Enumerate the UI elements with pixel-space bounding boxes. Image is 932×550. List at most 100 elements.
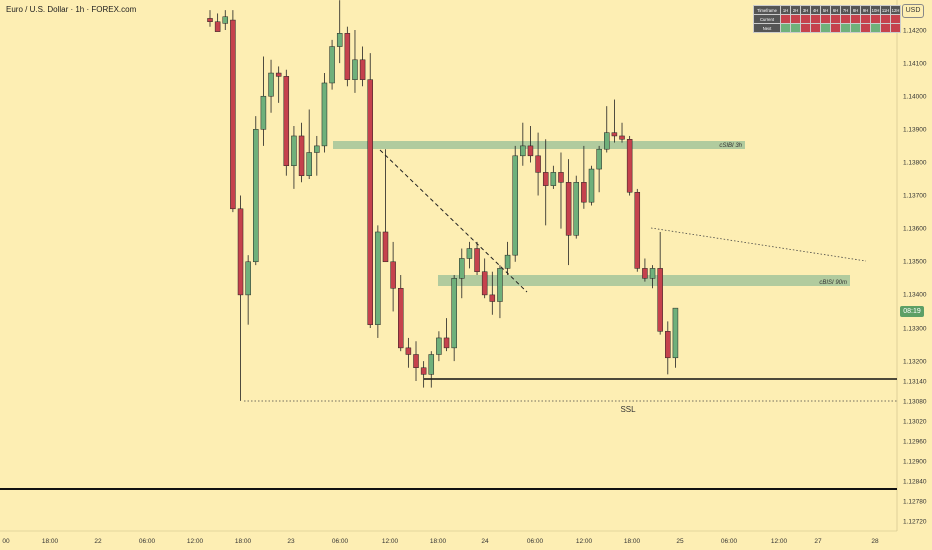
table-header-9: 9H (860, 5, 871, 15)
table-cell (820, 23, 831, 33)
y-tick-label: 1.12720 (903, 519, 927, 526)
x-tick-label: 12:00 (771, 538, 788, 545)
timeframe-table: Timeframe 1H 2H 3H 4H 5H 6H 7H 8H 9H 10H 11H 12H Curr… (753, 5, 901, 33)
x-tick-label: 18:00 (624, 538, 641, 545)
candle-body (466, 248, 473, 259)
candle-body (573, 182, 579, 236)
table-header-5: 5H (820, 5, 831, 15)
y-tick-label: 1.13300 (903, 326, 927, 333)
table-cell (870, 23, 881, 33)
trend-dashed-line (379, 149, 528, 293)
candle-body (382, 231, 389, 263)
candle-body (535, 155, 541, 173)
candle-body (436, 337, 442, 355)
table-header-3: 3H (800, 5, 811, 15)
candle-body (558, 172, 564, 183)
table-cell (830, 23, 841, 33)
candle-body (329, 46, 335, 84)
table-header-11: 11H (880, 5, 891, 15)
table-header-4: 4H (810, 5, 821, 15)
chart-title: Euro / U.S. Dollar · 1h · FOREX.com (6, 5, 137, 14)
x-tick-label: 18:00 (430, 538, 447, 545)
candle-body (420, 367, 427, 375)
candle-body (527, 145, 534, 157)
table-cell (820, 14, 831, 24)
candle-body (321, 82, 328, 147)
trend-dotted-line (650, 227, 867, 262)
x-tick-label: 22 (94, 538, 102, 545)
candle-body (504, 254, 511, 269)
candle-body (306, 152, 312, 176)
candle-body (626, 139, 633, 193)
candle-body (451, 278, 457, 349)
candle-body (214, 21, 221, 32)
zone-cbisi (438, 275, 850, 286)
x-tick-label: 27 (814, 538, 822, 545)
y-tick-label: 1.12900 (903, 459, 927, 466)
y-tick-label: 1.13080 (903, 399, 927, 406)
table-header-6: 6H (830, 5, 841, 15)
table-header-8: 8H (850, 5, 861, 15)
candle-body (283, 76, 290, 167)
table-cell (780, 14, 791, 24)
candle-body (275, 72, 282, 77)
candle-body (649, 268, 656, 279)
x-tick-label: 12:00 (382, 538, 399, 545)
table-header-1: 1H (780, 5, 791, 15)
y-tick-label: 1.13020 (903, 419, 927, 426)
x-tick-label: 23 (287, 538, 295, 545)
price-axis (897, 0, 932, 550)
table-cell (880, 14, 891, 24)
y-tick-label: 1.13400 (903, 292, 927, 299)
candle-body (672, 307, 679, 359)
candle-body (665, 331, 671, 359)
y-tick-label: 1.13700 (903, 193, 927, 200)
candle-body (581, 182, 587, 203)
x-tick-label: 25 (676, 538, 684, 545)
candle-body (481, 271, 488, 296)
candle-body (512, 155, 518, 256)
table-cell (880, 23, 891, 33)
y-tick-label: 1.13200 (903, 359, 927, 366)
candle-body (336, 33, 343, 47)
x-tick-label: 00 (2, 538, 10, 545)
x-tick-label: 18:00 (235, 538, 252, 545)
candle-body (489, 294, 496, 302)
x-tick-label: 06:00 (332, 538, 349, 545)
table-cell (850, 23, 861, 33)
y-tick-label: 1.13900 (903, 127, 927, 134)
currency-button[interactable]: USD (902, 4, 924, 18)
candle-body (207, 18, 213, 22)
table-header-0: Timeframe (753, 5, 781, 15)
candle-body (642, 268, 648, 279)
candle-body (291, 135, 297, 167)
y-tick-label: 1.12780 (903, 499, 927, 506)
x-tick-label: 06:00 (139, 538, 156, 545)
table-cell (780, 23, 791, 33)
candle-body (459, 258, 465, 279)
table-header-10: 10H (870, 5, 881, 15)
table-cell (870, 14, 881, 24)
candle-body (565, 182, 572, 236)
table-cell (890, 23, 901, 33)
zone-label: cSIBI 3h (719, 143, 742, 149)
x-tick-label: 28 (871, 538, 879, 545)
candle-body (375, 231, 381, 325)
table-cell (790, 23, 801, 33)
table-cell (810, 14, 821, 24)
candle-body (314, 145, 320, 153)
table-cell (860, 23, 871, 33)
ssl-label: SSL (620, 405, 636, 414)
candle-body (428, 354, 435, 375)
candle-body (497, 268, 503, 302)
candle-body (405, 347, 412, 355)
table-cell (850, 14, 861, 24)
x-tick-label: 12:00 (576, 538, 593, 545)
table-cell (840, 14, 851, 24)
candle-body (443, 337, 450, 349)
candle-body (268, 72, 274, 97)
candle-body (634, 191, 641, 269)
candle-body (611, 132, 618, 137)
